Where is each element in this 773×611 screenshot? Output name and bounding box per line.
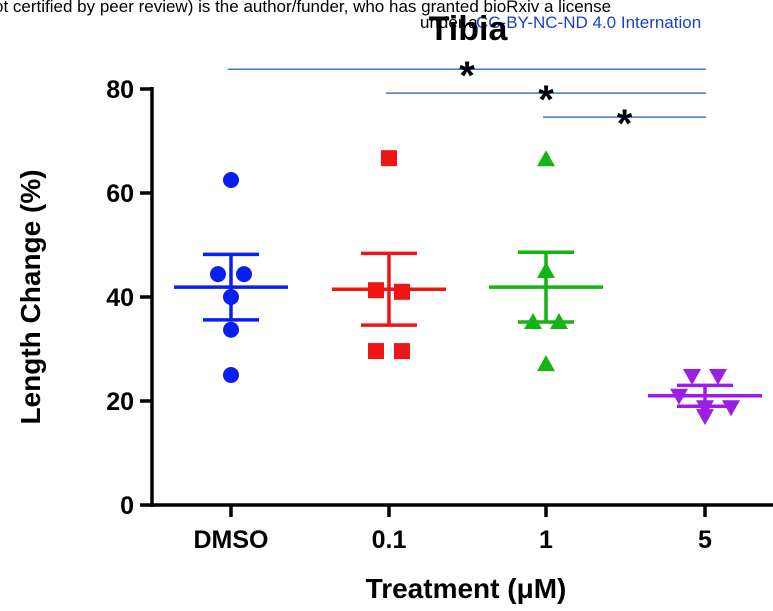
x-tick-label: DMSO bbox=[194, 526, 269, 554]
y-axis-title: Length Change (%) bbox=[15, 169, 46, 424]
x-tick-label: 5 bbox=[698, 526, 712, 554]
data-point bbox=[223, 172, 239, 188]
data-point bbox=[683, 369, 701, 386]
data-point bbox=[223, 367, 239, 383]
data-point bbox=[210, 266, 226, 283]
y-tick-label: 60 bbox=[106, 180, 134, 208]
significance-star: * bbox=[617, 102, 633, 146]
significance-star: * bbox=[538, 78, 554, 122]
x-tick-label: 1 bbox=[539, 526, 553, 554]
header-line: under a bbox=[420, 13, 478, 32]
data-point bbox=[722, 400, 740, 417]
data-point bbox=[696, 400, 714, 417]
significance-star: * bbox=[459, 54, 475, 98]
data-point bbox=[381, 150, 397, 167]
y-tick-label: 0 bbox=[120, 492, 134, 520]
chart-title: Tibia bbox=[429, 10, 509, 48]
x-tick-label: 0.1 bbox=[372, 526, 407, 554]
data-point bbox=[368, 343, 384, 360]
data-point bbox=[236, 266, 252, 283]
y-tick-label: 80 bbox=[106, 76, 134, 104]
y-tick-label: 40 bbox=[106, 284, 134, 312]
data-point bbox=[537, 150, 555, 167]
license-link[interactable]: CC-BY-NC-ND 4.0 Internation bbox=[476, 13, 701, 32]
header-line: ot certified by peer review) is the auth… bbox=[0, 0, 611, 16]
data-point bbox=[394, 283, 410, 300]
data-point bbox=[709, 369, 727, 386]
data-point bbox=[223, 321, 239, 338]
data-point bbox=[696, 409, 714, 426]
x-axis-title: Treatment (μM) bbox=[366, 573, 567, 604]
data-point bbox=[394, 343, 410, 360]
data-point bbox=[537, 355, 555, 372]
y-tick-label: 20 bbox=[106, 388, 134, 416]
